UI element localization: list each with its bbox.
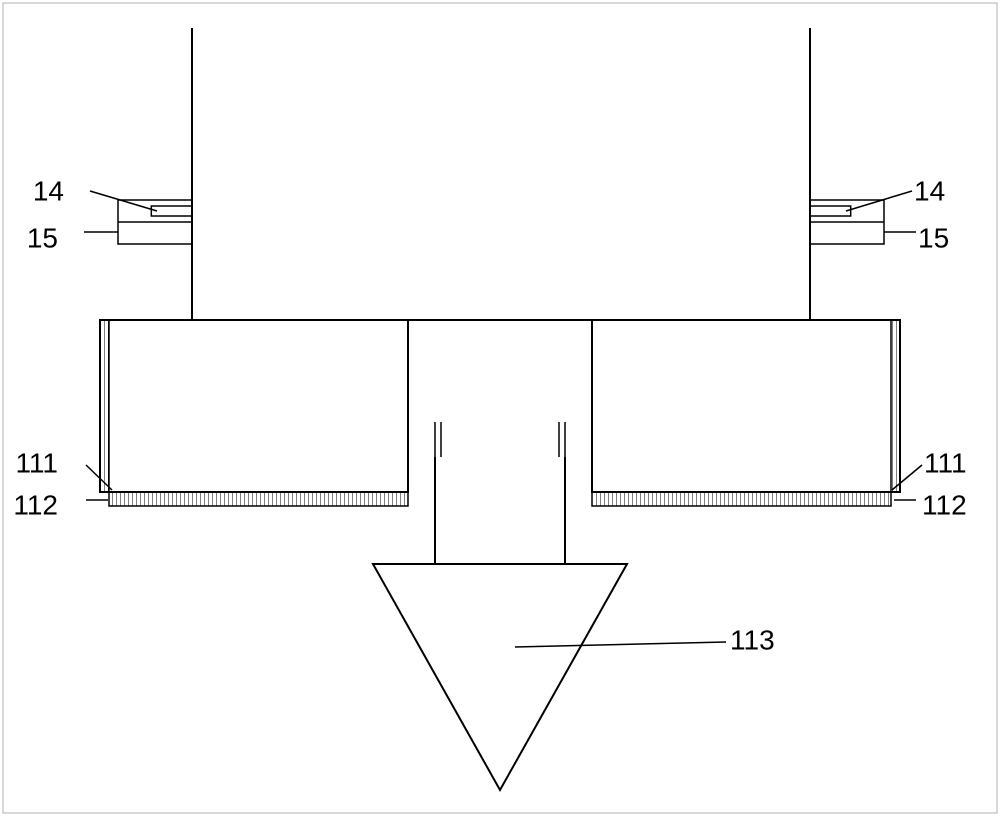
- right-tab-inner: [810, 206, 851, 216]
- left-bottom-hatch: [109, 492, 408, 506]
- center-open-box: [435, 457, 565, 564]
- lbl-112-right: 112: [922, 489, 967, 520]
- lbl-113: 113: [730, 624, 775, 655]
- lbl-111-right: 111: [924, 447, 967, 478]
- left-tab-inner: [151, 206, 192, 216]
- top-block: [192, 28, 810, 320]
- lbl-15-left: 15: [27, 222, 58, 253]
- lbl-14-right: 14: [914, 175, 945, 206]
- diagram-canvas: 14 15 14 15 111 112 111 112 113: [0, 0, 1000, 816]
- triangle-113: [373, 564, 627, 790]
- lbl-111-left: 111: [15, 447, 58, 478]
- left-side-hatch: [100, 320, 109, 492]
- lbl-113-leader: [515, 642, 726, 647]
- lbl-112-left: 112: [13, 489, 58, 520]
- lbl-14-left: 14: [33, 175, 64, 206]
- lbl-14-left-leader: [90, 191, 157, 211]
- right-side-hatch: [891, 320, 900, 492]
- figure-group: 14 15 14 15 111 112 111 112 113: [13, 28, 966, 790]
- right-lower-box: [592, 320, 900, 492]
- lbl-14-right-leader: [846, 191, 912, 211]
- lbl-15-right: 15: [918, 222, 949, 253]
- right-bottom-hatch: [592, 492, 891, 506]
- left-lower-box: [100, 320, 408, 492]
- outer-frame: [3, 3, 997, 813]
